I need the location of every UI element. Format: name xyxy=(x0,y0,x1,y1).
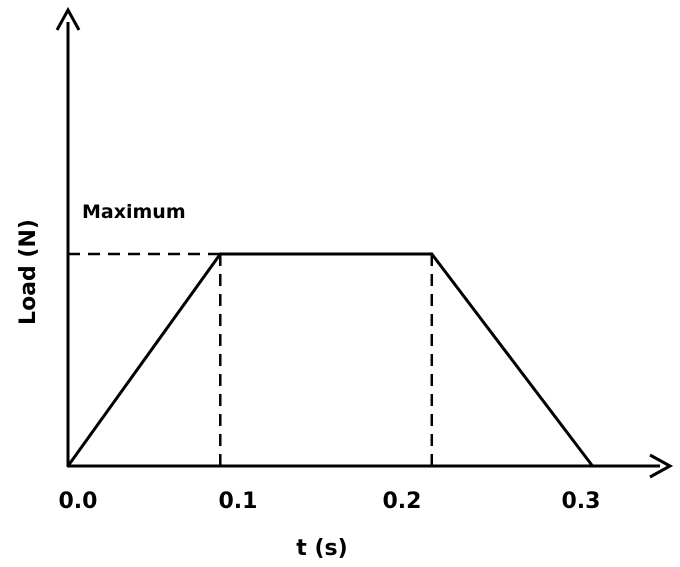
x-axis-arrowhead xyxy=(649,453,674,479)
load-line-segment-1 xyxy=(66,252,222,468)
x-tick-label-3: 0.3 xyxy=(562,489,601,514)
x-tick-label-1: 0.1 xyxy=(219,489,258,514)
dashed-guides xyxy=(68,252,434,466)
x-tick-label-0: 0.0 xyxy=(59,489,98,514)
y-axis-title: Load (N) xyxy=(16,219,41,325)
x-tick-label-2: 0.2 xyxy=(383,489,422,514)
y-axis-arrowhead xyxy=(55,6,81,31)
x-axis-title: t (s) xyxy=(296,536,347,561)
series-group xyxy=(66,252,595,468)
load-line-segment-3 xyxy=(430,252,595,468)
maximum-annotation: Maximum xyxy=(82,201,186,223)
